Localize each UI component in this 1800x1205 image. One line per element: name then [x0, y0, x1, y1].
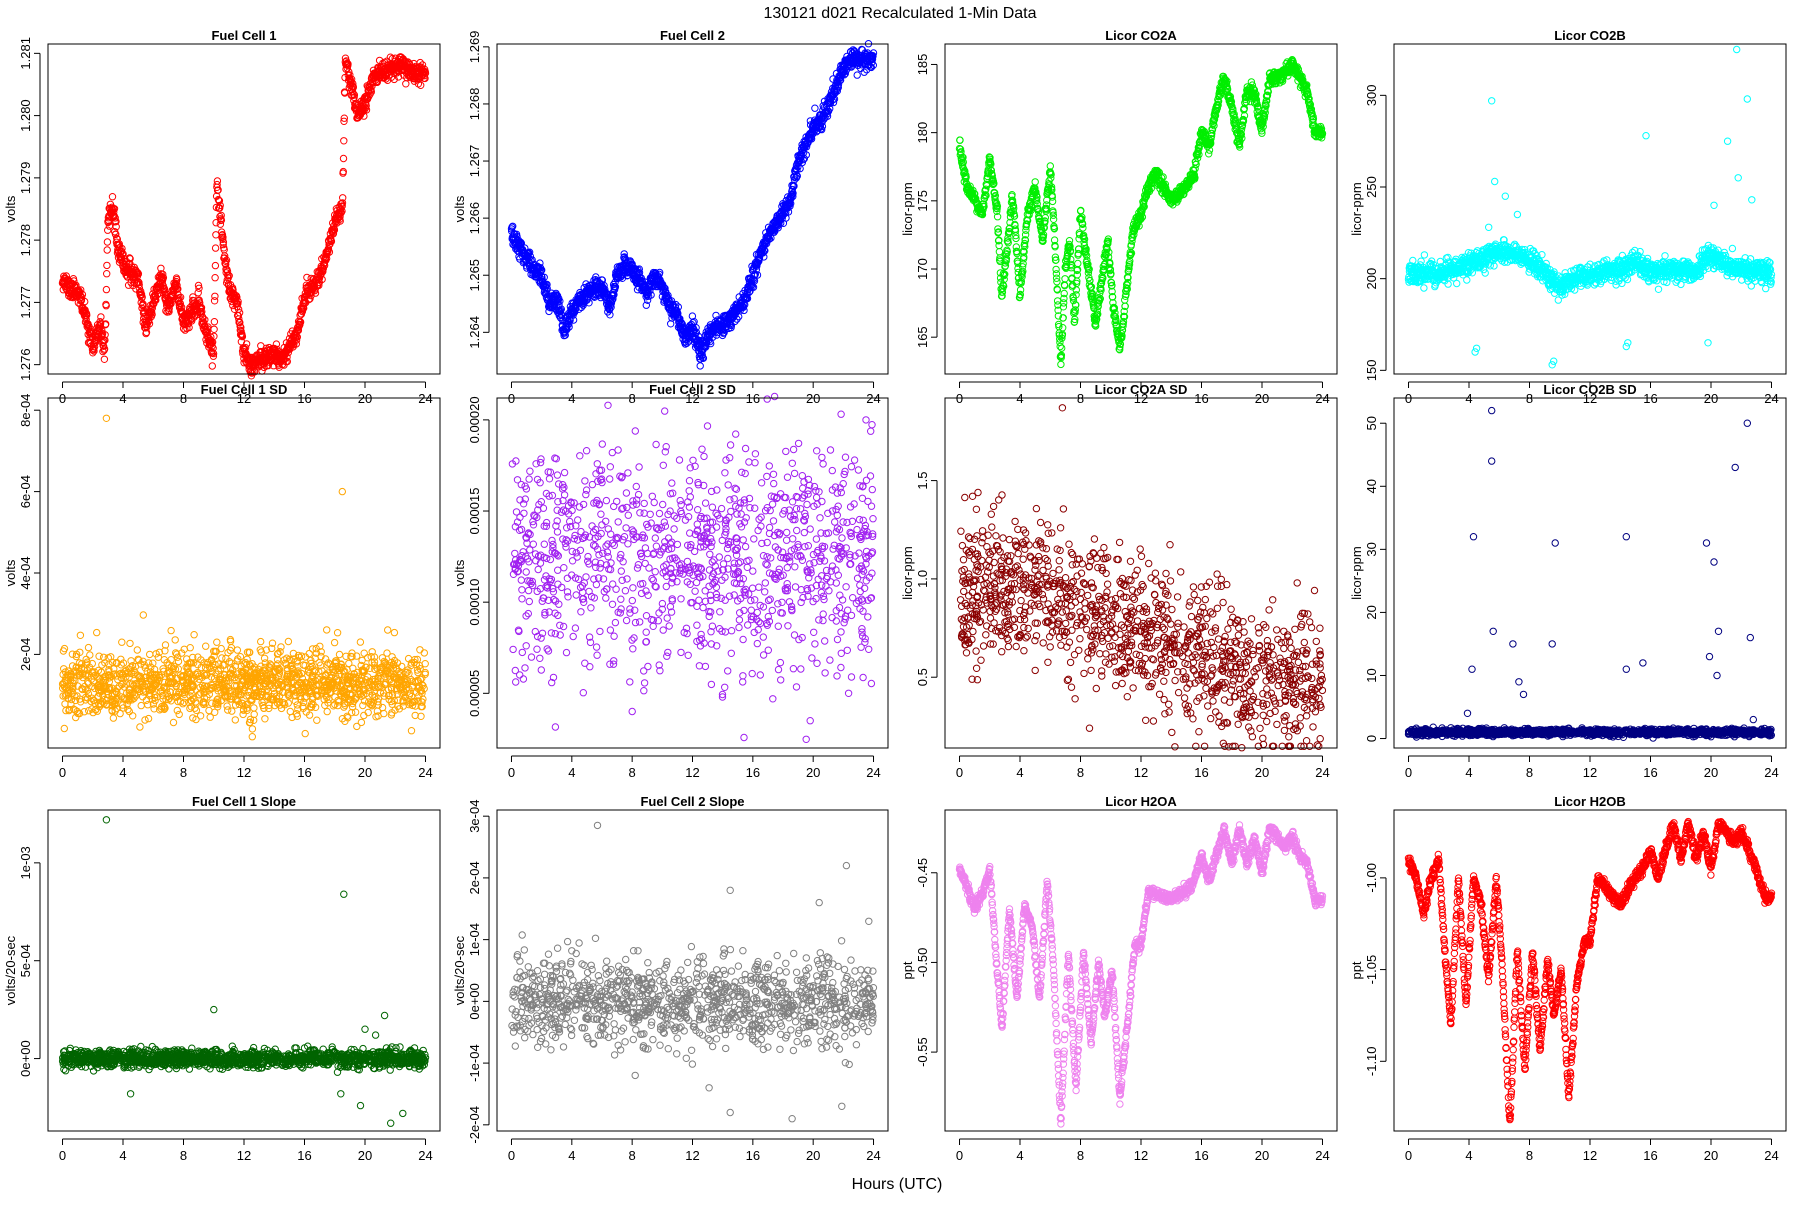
chart-title: Fuel Cell 2 — [660, 28, 725, 43]
data-point — [854, 72, 860, 78]
data-point — [697, 363, 703, 369]
data-point — [211, 319, 217, 325]
data-points — [956, 57, 1325, 368]
data-point — [1421, 285, 1427, 291]
chart-title: Licor CO2B — [1554, 28, 1626, 43]
y-axis-label: volts — [452, 195, 467, 222]
data-point — [212, 245, 218, 251]
y-tick-label: 165 — [915, 326, 930, 348]
data-point — [1421, 252, 1427, 258]
data-point — [812, 105, 818, 111]
data-point — [105, 227, 111, 233]
chart-title: Fuel Cell 1 — [211, 28, 276, 43]
data-point — [1454, 280, 1460, 286]
data-point — [1060, 325, 1066, 331]
y-tick-label: 185 — [915, 54, 930, 76]
y-tick-label: 1.269 — [467, 31, 482, 64]
y-axis-label: licor-ppm — [1349, 182, 1364, 235]
data-point — [101, 356, 107, 362]
y-tick-label: 1.280 — [18, 99, 33, 132]
data-point — [104, 247, 110, 253]
data-point — [1049, 198, 1055, 204]
y-tick-label: 1.279 — [18, 162, 33, 195]
data-point — [211, 326, 217, 332]
data-points — [59, 54, 428, 379]
data-point — [1059, 345, 1065, 351]
y-tick-label: 1.277 — [18, 286, 33, 319]
y-axis-label: licor-ppm — [900, 182, 915, 235]
data-point — [304, 274, 310, 280]
data-point — [996, 249, 1002, 255]
data-point — [1418, 258, 1424, 264]
data-points — [1405, 46, 1774, 368]
data-point — [341, 138, 347, 144]
y-tick-label: 1.281 — [18, 37, 33, 70]
y-axis-label: volts — [3, 195, 18, 222]
y-tick-label: 1.276 — [18, 348, 33, 381]
data-point — [212, 293, 218, 299]
data-point — [209, 363, 215, 369]
data-point — [957, 137, 963, 143]
data-point — [103, 286, 109, 292]
data-point — [104, 239, 110, 245]
data-point — [340, 155, 346, 161]
data-point — [98, 314, 104, 320]
data-point — [104, 271, 110, 277]
data-point — [1057, 343, 1063, 349]
y-tick-label: 170 — [915, 258, 930, 280]
figure-title: 130121 d021 Recalculated 1-Min Data — [763, 5, 1036, 22]
data-point — [195, 290, 201, 296]
data-point — [1032, 179, 1038, 185]
y-tick-label: 1.264 — [467, 316, 482, 349]
y-tick-label: 175 — [915, 190, 930, 212]
data-point — [1050, 216, 1056, 222]
data-point — [1062, 276, 1068, 282]
data-point — [109, 194, 115, 200]
data-point — [104, 262, 110, 268]
data-points — [508, 41, 876, 370]
data-point — [1464, 277, 1470, 283]
data-point — [1058, 361, 1064, 367]
y-tick-label: 180 — [915, 122, 930, 144]
data-point — [212, 275, 218, 281]
data-point — [1075, 260, 1081, 266]
y-tick-label: 1.266 — [467, 202, 482, 235]
chart-title: Licor CO2A — [1105, 28, 1177, 43]
y-tick-label: 1.267 — [467, 145, 482, 178]
figure-x-axis-label: Hours (UTC) — [852, 1176, 943, 1193]
y-tick-label: 1.278 — [18, 224, 33, 257]
y-tick-label: 1.268 — [467, 88, 482, 121]
data-point — [403, 81, 409, 87]
y-tick-label: 1.265 — [467, 259, 482, 292]
data-point — [212, 262, 218, 268]
